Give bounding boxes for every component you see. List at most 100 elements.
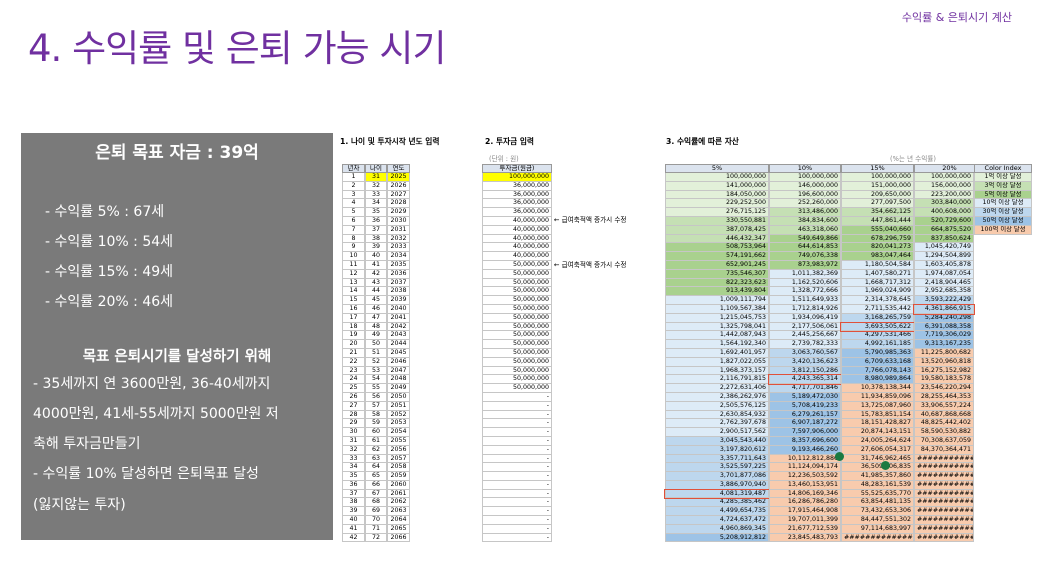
r20-cell: 28,255,464,353 <box>914 392 974 402</box>
invest-cell: 50,000,000 <box>482 287 552 297</box>
ages-cell: 67 <box>365 489 387 499</box>
r20-cell: 2,418,904,465 <box>914 278 974 288</box>
r5-cell: 276,715,125 <box>665 208 769 217</box>
r15-cell: 4,992,161,185 <box>841 340 914 349</box>
years-cell: 6 <box>342 216 365 226</box>
ages-cell: 69 <box>365 507 387 517</box>
rate10-column: 100,000,000 146,000,000 196,600,000 252,260… <box>768 173 842 543</box>
r20-cell: 11,225,800,682 <box>914 348 974 358</box>
ages-cell: 57 <box>365 401 387 411</box>
r20-cell: 9,313,167,235 <box>914 340 974 349</box>
rate-unit-note: (%는 년 수익률) <box>890 155 936 163</box>
r5-cell: 4,960,869,345 <box>665 524 769 534</box>
r15-cell: 63,854,481,135 <box>841 498 914 508</box>
r10-cell: 21,677,712,539 <box>769 524 841 534</box>
r10-cell: 10,112,812,886 <box>769 454 841 464</box>
yr-column: 2025 2026 2027 2028 2029 2030 2031 2032 2033 2034… <box>387 173 410 543</box>
yrs-cell: 2042 <box>387 322 410 332</box>
r5-cell: 2,386,262,976 <box>665 392 769 402</box>
invest-cell: - <box>482 428 552 437</box>
r20-cell: 2,952,685,358 <box>914 287 974 297</box>
yrs-cell: 2037 <box>387 278 410 288</box>
r15-cell: ############### <box>841 533 914 543</box>
ages-cell: 63 <box>365 454 387 464</box>
rate-20: - 수익률 20% : 46세 <box>45 294 174 310</box>
yrs-cell: 2043 <box>387 331 410 341</box>
r10-cell: 146,000,000 <box>769 181 841 191</box>
r20-cell: ############### <box>914 507 974 517</box>
years-cell: 18 <box>342 322 365 332</box>
r10-cell: 7,597,906,000 <box>769 428 841 437</box>
r20-cell: 23,546,220,294 <box>914 384 974 393</box>
r15-cell: 48,283,161,539 <box>841 480 914 490</box>
r5-cell: 100,000,000 <box>665 173 769 182</box>
yrs-cell: 2064 <box>387 516 410 525</box>
r5-cell: 1,009,111,794 <box>665 296 769 305</box>
yrs-cell: 2031 <box>387 225 410 235</box>
legend-item: 30억 이상 달성 <box>974 208 1032 217</box>
r5-cell: 735,546,307 <box>665 269 769 279</box>
r10-cell: 6,907,187,272 <box>769 419 841 429</box>
r20-cell: 4,361,866,915 <box>913 303 975 315</box>
ages-cell: 44 <box>365 287 387 297</box>
color-index-legend: 1억 이상 달성 3억 이상 달성 5억 이상 달성 10억 이상 달성 30억 이상 … <box>974 173 1032 235</box>
r15-cell: 820,041,273 <box>841 243 914 253</box>
yrs-cell: 2056 <box>387 445 410 455</box>
r5-cell: 4,081,319,487 <box>664 488 770 500</box>
invest-cell: 50,000,000 <box>482 269 552 279</box>
r15-cell: 5,790,985,363 <box>841 348 914 358</box>
r20-cell: 48,825,442,402 <box>914 419 974 429</box>
r10-cell: 4,717,701,846 <box>769 384 841 393</box>
r20-cell: 520,729,600 <box>914 216 974 226</box>
invest-cell: - <box>482 489 552 499</box>
years-cell: 8 <box>342 234 365 244</box>
ages-cell: 72 <box>365 533 387 543</box>
r5-cell: 3,701,877,086 <box>665 472 769 481</box>
yrs-cell: 2038 <box>387 287 410 297</box>
yrs-cell: 2026 <box>387 181 410 191</box>
invest-cell: 50,000,000 <box>482 375 552 385</box>
r5-cell: 2,762,397,678 <box>665 419 769 429</box>
r10-cell: 6,279,261,157 <box>769 410 841 420</box>
yrs-cell: 2053 <box>387 419 410 429</box>
ages-cell: 40 <box>365 252 387 261</box>
r15-cell: 10,378,138,344 <box>841 384 914 393</box>
ages-cell: 39 <box>365 243 387 253</box>
ages-cell: 70 <box>365 516 387 525</box>
r5-cell: 652,901,245 <box>665 260 769 270</box>
ages-cell: 64 <box>365 463 387 473</box>
r10-cell: 16,286,786,280 <box>769 498 841 508</box>
r20-cell: 400,608,000 <box>914 208 974 217</box>
r20-cell: ############### <box>914 480 974 490</box>
years-cell: 11 <box>342 260 365 270</box>
r10-cell: 17,915,464,908 <box>769 507 841 517</box>
r20-cell: ############### <box>914 498 974 508</box>
ages-cell: 38 <box>365 234 387 244</box>
r15-cell: 6,709,633,168 <box>841 357 914 367</box>
r10-cell: 1,511,649,933 <box>769 296 841 305</box>
years-cell: 30 <box>342 428 365 437</box>
invest-cell: - <box>482 533 552 543</box>
yrs-cell: 2063 <box>387 507 410 517</box>
r5-cell: 229,252,500 <box>665 199 769 209</box>
r20-cell: 156,000,000 <box>914 181 974 191</box>
panel-subtitle: 목표 은퇴시기를 달성하기 위해 <box>82 349 272 365</box>
r15-cell: 18,151,428,827 <box>841 419 914 429</box>
r15-cell: 7,766,078,143 <box>841 366 914 376</box>
ages-cell: 31 <box>365 173 387 182</box>
panel-body-5: (잃지않는 투자) <box>33 497 126 513</box>
yrs-cell: 2059 <box>387 472 410 481</box>
r20-cell: 664,875,520 <box>914 225 974 235</box>
ages-cell: 32 <box>365 181 387 191</box>
r20-cell: 223,200,000 <box>914 190 974 200</box>
yrs-cell: 2034 <box>387 252 410 261</box>
r10-cell: 4,243,365,314 <box>768 374 842 386</box>
r15-cell: 1,668,717,312 <box>841 278 914 288</box>
years-cell: 23 <box>342 366 365 376</box>
rate15-column: 100,000,000 151,000,000 209,650,000 277,097… <box>840 173 915 543</box>
r5-cell: 446,432,347 <box>665 234 769 244</box>
legend-item: 5억 이상 달성 <box>974 190 1032 200</box>
ages-cell: 55 <box>365 384 387 393</box>
yrs-cell: 2044 <box>387 340 410 349</box>
annotation-1: ← 급여축적액 증가시 수정 <box>554 216 627 224</box>
